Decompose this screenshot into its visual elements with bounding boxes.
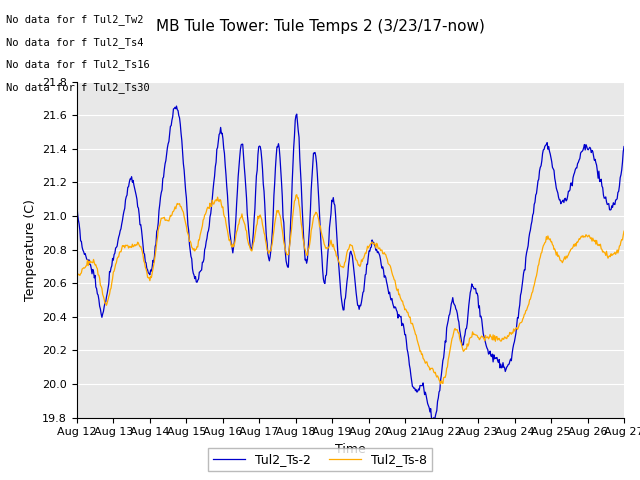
Tul2_Ts-2 bbox=[73, 200, 81, 205]
Text: No data for f Tul2_Ts16: No data for f Tul2_Ts16 bbox=[6, 60, 150, 71]
Tul2_Ts-2 bbox=[83, 256, 90, 262]
Tul2_Ts-8 bbox=[139, 252, 147, 258]
Tul2_Ts-8 bbox=[223, 228, 231, 234]
Tul2_Ts-2 bbox=[139, 243, 147, 249]
Tul2_Ts-8 bbox=[293, 192, 301, 198]
Legend: Tul2_Ts-2, Tul2_Ts-8: Tul2_Ts-2, Tul2_Ts-8 bbox=[209, 448, 431, 471]
Line: Tul2_Ts-2: Tul2_Ts-2 bbox=[77, 106, 624, 423]
Text: MB Tule Tower: Tule Temps 2 (3/23/17-now): MB Tule Tower: Tule Temps 2 (3/23/17-now… bbox=[156, 19, 484, 34]
Tul2_Ts-8 bbox=[434, 373, 442, 379]
Line: Tul2_Ts-8: Tul2_Ts-8 bbox=[77, 195, 624, 384]
X-axis label: Time: Time bbox=[335, 443, 366, 456]
Tul2_Ts-8 bbox=[83, 263, 90, 269]
Text: No data for f Tul2_Ts4: No data for f Tul2_Ts4 bbox=[6, 37, 144, 48]
Text: No data for f Tul2_Ts30: No data for f Tul2_Ts30 bbox=[6, 82, 150, 93]
Text: No data for f Tul2_Tw2: No data for f Tul2_Tw2 bbox=[6, 14, 144, 25]
Tul2_Ts-2 bbox=[418, 383, 426, 388]
Tul2_Ts-8 bbox=[436, 381, 444, 387]
Y-axis label: Temperature (C): Temperature (C) bbox=[24, 199, 36, 300]
Tul2_Ts-8 bbox=[620, 228, 628, 234]
Tul2_Ts-8 bbox=[195, 237, 202, 243]
Tul2_Ts-2 bbox=[225, 206, 232, 212]
Tul2_Ts-2 bbox=[429, 420, 437, 426]
Tul2_Ts-8 bbox=[418, 352, 426, 358]
Tul2_Ts-2 bbox=[435, 395, 442, 401]
Tul2_Ts-2 bbox=[620, 144, 628, 149]
Tul2_Ts-2 bbox=[173, 103, 180, 109]
Tul2_Ts-8 bbox=[73, 273, 81, 278]
Tul2_Ts-2 bbox=[195, 269, 203, 275]
